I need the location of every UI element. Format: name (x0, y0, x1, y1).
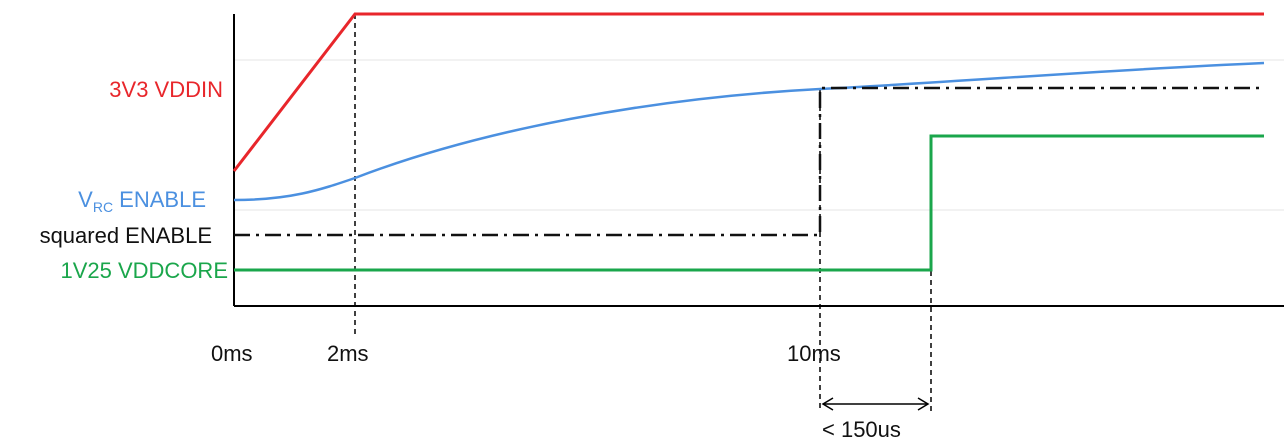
time-label-0ms: 0ms (211, 341, 253, 366)
time-label-2ms: 2ms (327, 341, 369, 366)
label-vrc-subscript: RC (93, 199, 113, 215)
guide-lines (234, 59, 1284, 211)
label-squared-enable: squared ENABLE (40, 223, 212, 248)
label-vrc-v: V (78, 187, 93, 212)
trace-vrc-enable (233, 61, 1265, 202)
delay-label: < 150us (822, 417, 901, 442)
label-1v25-vddcore: 1V25 VDDCORE (60, 258, 228, 283)
time-label-10ms: 10ms (787, 341, 841, 366)
trace-3v3-vddin (232, 12, 1264, 172)
trace-squared-enable (234, 86, 1264, 237)
delay-arrow (821, 397, 930, 411)
label-3v3-vddin: 3V3 VDDIN (109, 77, 223, 102)
label-vrc-enable: VRC ENABLE (78, 187, 206, 215)
label-vrc-tail: ENABLE (113, 187, 206, 212)
trace-1v25-vddcore (234, 134, 1264, 272)
